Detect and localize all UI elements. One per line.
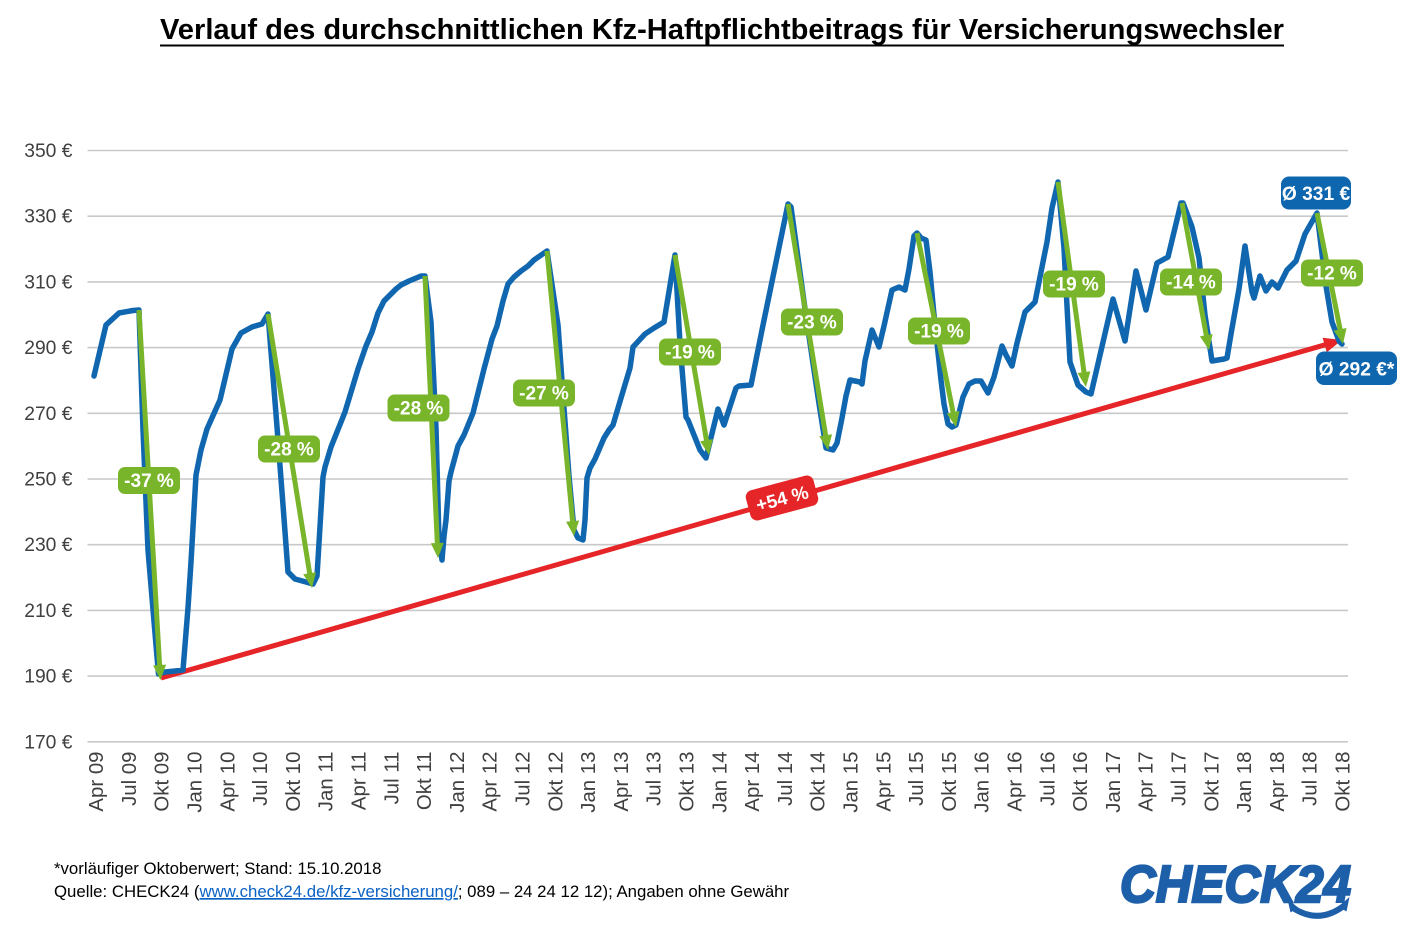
svg-text:Okt 13: Okt 13 xyxy=(677,752,699,812)
svg-text:Okt 10: Okt 10 xyxy=(283,752,305,812)
svg-text:Jan 10: Jan 10 xyxy=(185,752,207,813)
svg-text:Apr 11: Apr 11 xyxy=(349,752,371,811)
svg-text:Apr 17: Apr 17 xyxy=(1136,752,1158,812)
svg-text:-37 %: -37 % xyxy=(124,471,174,492)
svg-text:-27 %: -27 % xyxy=(519,384,569,405)
svg-text:230 €: 230 € xyxy=(24,535,73,556)
svg-text:Okt 09: Okt 09 xyxy=(152,752,174,812)
svg-text:170 €: 170 € xyxy=(24,732,73,753)
svg-text:Jan 16: Jan 16 xyxy=(972,752,994,813)
svg-text:Quelle: CHECK24 (www.check24.d: Quelle: CHECK24 (www.check24.de/kfz-vers… xyxy=(54,882,789,901)
svg-text:-19 %: -19 % xyxy=(665,343,715,364)
svg-text:Jul 09: Jul 09 xyxy=(119,752,141,806)
svg-text:Jan 13: Jan 13 xyxy=(578,752,600,813)
svg-text:Jan 14: Jan 14 xyxy=(709,752,731,813)
svg-text:330 €: 330 € xyxy=(24,207,73,228)
svg-text:Apr 14: Apr 14 xyxy=(742,752,764,812)
svg-text:Verlauf des durchschnittlichen: Verlauf des durchschnittlichen Kfz-Haftp… xyxy=(160,14,1284,46)
svg-text:Jan 17: Jan 17 xyxy=(1103,752,1125,813)
svg-text:Apr 18: Apr 18 xyxy=(1267,752,1289,812)
svg-text:250 €: 250 € xyxy=(24,470,73,491)
svg-text:-28 %: -28 % xyxy=(394,399,444,420)
svg-text:Okt 12: Okt 12 xyxy=(545,752,567,812)
svg-text:Jan 11: Jan 11 xyxy=(316,752,338,812)
svg-text:290 €: 290 € xyxy=(24,338,73,359)
svg-text:Okt 15: Okt 15 xyxy=(939,752,961,812)
svg-text:Apr 16: Apr 16 xyxy=(1005,752,1027,812)
svg-text:Jul 16: Jul 16 xyxy=(1037,752,1059,806)
svg-text:-23 %: -23 % xyxy=(787,313,837,334)
svg-text:-28 %: -28 % xyxy=(264,440,314,461)
svg-text:Jul 17: Jul 17 xyxy=(1169,752,1191,806)
svg-text:Jan 15: Jan 15 xyxy=(841,752,863,813)
svg-text:Jul 10: Jul 10 xyxy=(250,752,272,806)
svg-text:Okt 14: Okt 14 xyxy=(808,752,830,812)
svg-text:Apr 15: Apr 15 xyxy=(873,752,895,812)
svg-text:Jul 12: Jul 12 xyxy=(513,752,535,806)
svg-text:*vorläufiger Oktoberwert; Stan: *vorläufiger Oktoberwert; Stand: 15.10.2… xyxy=(54,859,381,878)
svg-text:Jul 13: Jul 13 xyxy=(644,752,666,806)
svg-text:Jul 11: Jul 11 xyxy=(381,752,403,805)
svg-text:Jul 15: Jul 15 xyxy=(906,752,928,806)
svg-text:310 €: 310 € xyxy=(24,272,73,293)
svg-text:Okt 18: Okt 18 xyxy=(1333,752,1355,812)
svg-text:Ø 331 €: Ø 331 € xyxy=(1282,184,1351,205)
svg-text:-19 %: -19 % xyxy=(1049,275,1099,296)
svg-text:-19 %: -19 % xyxy=(914,322,964,343)
svg-text:Jan 18: Jan 18 xyxy=(1234,752,1256,813)
svg-text:Okt 17: Okt 17 xyxy=(1201,752,1223,812)
svg-text:350 €: 350 € xyxy=(24,141,73,162)
svg-text:Jan 12: Jan 12 xyxy=(447,752,469,813)
svg-text:210 €: 210 € xyxy=(24,601,73,622)
svg-text:-14 %: -14 % xyxy=(1166,273,1216,294)
svg-text:Apr 09: Apr 09 xyxy=(86,752,108,812)
svg-text:190 €: 190 € xyxy=(24,667,73,688)
svg-text:-12 %: -12 % xyxy=(1307,264,1357,285)
svg-text:Apr 12: Apr 12 xyxy=(480,752,502,812)
svg-text:CHECK24: CHECK24 xyxy=(1120,856,1351,914)
svg-text:Ø 292 €*: Ø 292 €* xyxy=(1319,360,1395,381)
svg-text:Okt 16: Okt 16 xyxy=(1070,752,1092,812)
svg-text:Okt 11: Okt 11 xyxy=(414,752,436,811)
svg-text:Jul 14: Jul 14 xyxy=(775,752,797,806)
svg-text:Apr 10: Apr 10 xyxy=(217,752,239,812)
svg-text:270 €: 270 € xyxy=(24,404,73,425)
svg-text:Apr 13: Apr 13 xyxy=(611,752,633,812)
svg-text:Jul 18: Jul 18 xyxy=(1300,752,1322,806)
